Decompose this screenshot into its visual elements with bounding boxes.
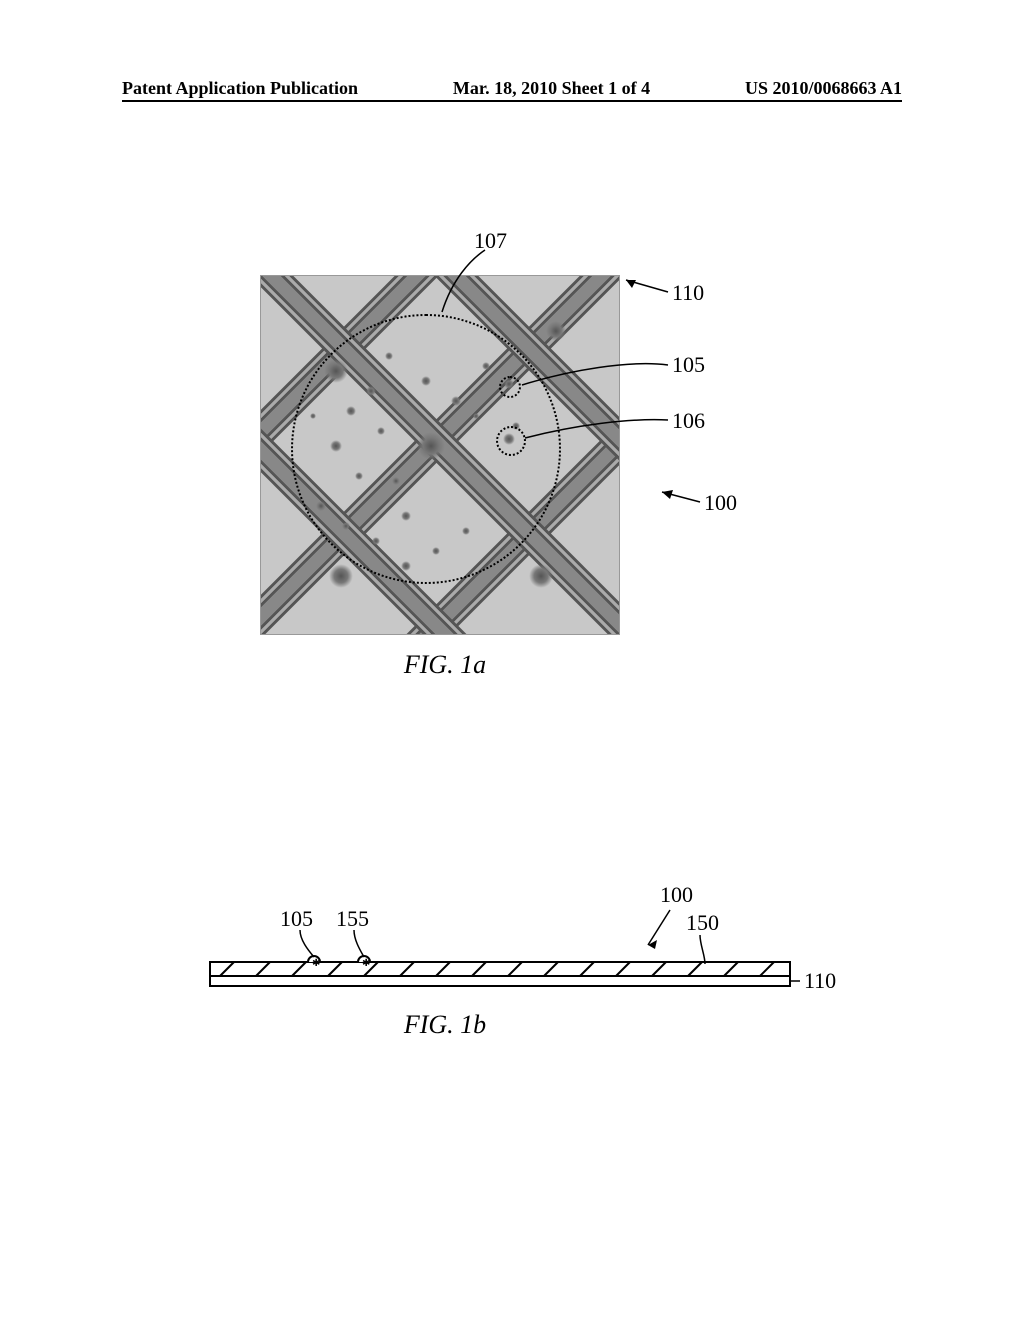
figure-1a-image <box>260 275 620 635</box>
label-110: 110 <box>672 280 704 306</box>
label-106: 106 <box>672 408 705 434</box>
label-105: 105 <box>672 352 705 378</box>
speck <box>546 321 566 341</box>
label-1b-155: 155 <box>336 906 369 932</box>
label-1b-105: 105 <box>280 906 313 932</box>
dotted-circle-106 <box>496 426 526 456</box>
speck <box>529 564 553 588</box>
svg-text:✱: ✱ <box>312 958 320 969</box>
header-right: US 2010/0068663 A1 <box>745 78 902 99</box>
header-rule <box>122 100 902 102</box>
label-107: 107 <box>474 228 507 254</box>
svg-text:✱: ✱ <box>362 958 370 969</box>
figure-1b-caption: FIG. 1b <box>380 1010 510 1040</box>
label-1b-100: 100 <box>660 882 693 908</box>
figure-1a-leaders <box>0 0 1024 1320</box>
figure-1a <box>260 275 620 635</box>
label-100: 100 <box>704 490 737 516</box>
header-center: Mar. 18, 2010 Sheet 1 of 4 <box>453 78 650 99</box>
figure-1b: ✱ ✱ 105 155 150 100 110 <box>200 900 800 1020</box>
label-1b-110: 110 <box>804 968 836 994</box>
figure-1a-caption: FIG. 1a <box>380 650 510 680</box>
label-1b-150: 150 <box>686 910 719 936</box>
dotted-circle-105 <box>499 376 521 398</box>
page-header: Patent Application Publication Mar. 18, … <box>122 78 902 99</box>
speck <box>329 564 353 588</box>
header-left: Patent Application Publication <box>122 78 358 99</box>
